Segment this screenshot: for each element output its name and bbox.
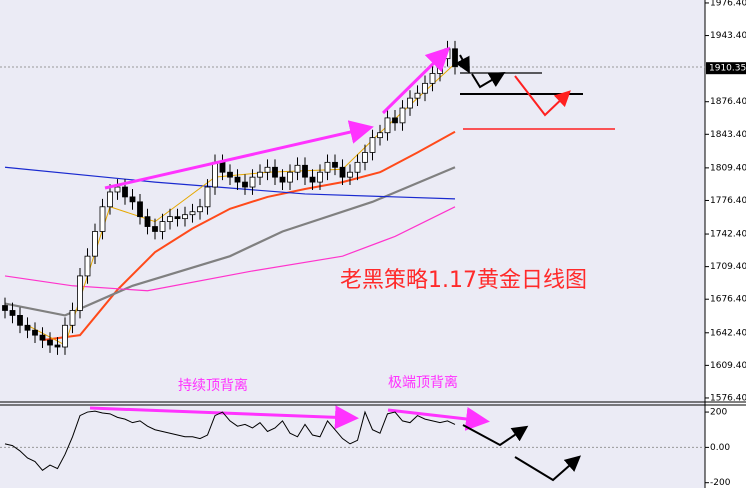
y-tick-label: 1976.40: [710, 0, 746, 8]
y-tick-label: 1676.40: [710, 295, 746, 305]
moving-average: [4, 206, 456, 292]
candle-body: [32, 329, 38, 336]
candle-body: [429, 73, 436, 84]
arrow: [514, 75, 571, 117]
candle-body: [332, 161, 338, 168]
candle-body: [167, 216, 173, 222]
candle-body: [414, 92, 421, 99]
candle-body: [317, 171, 323, 183]
y-tick-label: 1742.40: [710, 230, 746, 240]
candle-body: [144, 216, 151, 227]
y-tick-label: 1642.40: [710, 328, 746, 338]
candle-body: [69, 310, 76, 326]
candle-body: [249, 176, 256, 188]
arrow: [381, 46, 451, 115]
candle-body: [422, 82, 428, 94]
candle-body: [24, 324, 31, 331]
candle-body: [392, 117, 398, 124]
candle-body: [152, 226, 158, 232]
candle-body: [9, 310, 16, 316]
candle-body: [242, 181, 248, 188]
y-tick-label: 1943.40: [710, 31, 746, 41]
chart-title: 老黑策略1.17黄金日线图: [340, 268, 587, 293]
candle-body: [174, 216, 181, 220]
y-tick-label: 1843.40: [710, 130, 746, 140]
arrow: [104, 120, 374, 190]
plot-background: [0, 0, 705, 488]
candle-body: [129, 196, 136, 203]
arrow: [514, 455, 582, 482]
y-tick-label: 1576.40: [710, 393, 746, 403]
candle-body: [47, 339, 53, 346]
price-label-box: [706, 62, 746, 75]
oscillator-line: [4, 410, 456, 472]
candle-body: [99, 206, 106, 232]
candle-body: [272, 166, 278, 178]
candle-body: [354, 161, 361, 173]
arrow: [455, 54, 470, 74]
candle-body: [62, 324, 68, 348]
y-tick-label: -200: [710, 478, 731, 488]
plot-area: [2, 40, 458, 355]
candle-body: [77, 275, 83, 311]
candle-body: [114, 186, 121, 193]
candle-body: [197, 206, 203, 213]
candle-body: [84, 255, 91, 277]
candle-body: [399, 107, 406, 124]
candle-body: [279, 176, 286, 183]
candle-body: [384, 117, 391, 134]
candle-body: [189, 211, 196, 216]
candle-body: [362, 152, 368, 163]
y-tick-label: 1876.40: [710, 97, 746, 107]
arrow: [462, 424, 529, 447]
arrow: [387, 407, 490, 431]
candle-body: [17, 315, 23, 326]
candle-body: [302, 164, 308, 178]
candle-body: [294, 164, 301, 173]
moving-average: [4, 166, 456, 200]
candle-body: [137, 201, 143, 218]
candle-body: [159, 221, 166, 232]
candle-body: [212, 161, 218, 188]
candle-body: [219, 161, 226, 173]
y-tick-label: 1809.40: [710, 163, 746, 173]
candle-body: [339, 166, 346, 178]
candle-body: [444, 48, 451, 60]
candle-body: [437, 58, 443, 74]
y-tick-label: 1609.40: [710, 361, 746, 371]
candle-body: [264, 166, 271, 173]
price-label: 1910.35: [709, 64, 746, 74]
candle-body: [204, 186, 211, 208]
candle-body: [324, 161, 331, 173]
candle-body: [452, 48, 458, 67]
candle-body: [92, 231, 98, 257]
arrow: [471, 71, 506, 89]
candle-body: [122, 186, 128, 198]
candle-body: [227, 171, 233, 178]
candle-body: [54, 344, 61, 348]
y-tick-label: 1776.40: [710, 196, 746, 206]
candle-body: [287, 171, 293, 183]
candle-body: [347, 171, 353, 178]
y-tick-label: 200: [710, 408, 727, 418]
candle-body: [377, 132, 383, 139]
candle-body: [407, 97, 413, 109]
candle-body: [257, 171, 263, 178]
candle-body: [39, 334, 46, 341]
candle-body: [182, 214, 188, 220]
y-tick-label: 0.00: [710, 443, 730, 453]
moving-average: [4, 166, 456, 317]
candle-body: [369, 137, 376, 153]
candle-body: [234, 176, 241, 183]
candle-body: [107, 191, 113, 208]
candle-body: [2, 305, 8, 311]
annotation-arrows: [89, 46, 582, 482]
y-tick-label: 1709.40: [710, 262, 746, 272]
annotation: 持续顶背离: [178, 377, 248, 394]
moving-average: [42, 130, 456, 342]
candle-body: [309, 176, 316, 183]
annotation: 极端顶背离: [388, 374, 458, 391]
